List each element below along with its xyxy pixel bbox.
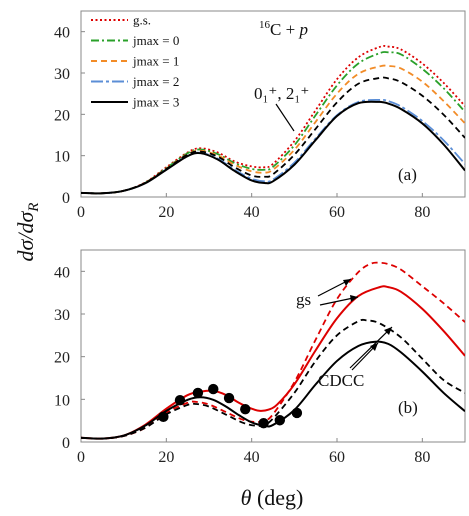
panel-b-series-3-line [81,340,465,440]
panel-b-ytick-label-0: 0 [62,435,70,452]
panel-b-data-point-0 [158,411,169,423]
panel-b-data-point-7 [274,415,286,426]
panel-b-data-point-8 [291,407,303,419]
panel-b-data-point-5 [240,403,251,415]
legend-label-1: jmax = 0 [132,33,179,48]
panel-a-xtick-label-2: 40 [244,204,260,221]
panel-b-xtick-label-4: 80 [414,449,430,466]
panel-a-title-p: p [298,20,308,39]
panel-b-ytick-label-3: 30 [54,307,70,324]
panel-a-xtick-label-1: 20 [158,204,174,221]
panel-a-ytick-label-2: 20 [54,107,70,124]
panel-a-series-group [81,45,465,195]
x-axis-label-theta: θ [241,485,252,510]
panel-a-xtick-label-4: 80 [414,204,430,221]
y-axis-label-main: dσ/dσ [13,211,38,262]
panel-b-xtick-label-1: 20 [158,449,174,466]
panel-b-ytick-label-2: 20 [54,350,70,367]
panel-a-series-5-line [81,76,465,195]
cdcc-arrowhead-1 [384,327,392,335]
cdcc-arrow-1 [349,326,393,369]
panel-a-series-0-line [81,45,465,195]
panel-b-series-2-line [81,318,465,440]
panel-a-legend: g.s. jmax = 0 jmax = 1 jmax = 2 jmax = 3 [91,13,179,110]
panel-b-data-point-6 [258,418,269,429]
cdcc-arrowhead-2 [370,343,378,351]
panel-a-frame [80,10,466,198]
panel-b-series-0-line [81,261,465,440]
panel-b-data-point-1 [174,394,186,406]
gs-arrowhead-1 [343,279,351,286]
panel-b-xtick-label-3: 60 [329,449,345,466]
panel-b-xtick-label-2: 40 [244,449,260,466]
legend-label-2: jmax = 1 [132,54,179,69]
panel-a-ytick-label-0: 0 [62,190,70,207]
panel-a-series-2-line [81,64,465,195]
panel-b-annotation-cdcc: CDCC [318,371,364,390]
panel-a-ytick-label-3: 30 [54,66,70,83]
panel-b-label: (b) [398,398,418,417]
gs-arrowhead-2 [350,295,358,302]
y-axis-label-sub: R [26,203,42,213]
panel-b-data-point-2 [192,387,204,399]
x-axis-label: θ (deg) [241,485,304,510]
panel-a-xtick-label-3: 60 [329,204,345,221]
panel-b-xtick-label-0: 0 [77,449,85,466]
panel-b-annotation-gs: gs [296,290,311,309]
panel-a-plot: 0 20 40 60 80 0 10 20 30 40 g.s. jmax = 0 jmax = 1 jm… [54,13,465,221]
panel-b-ytick-label-1: 10 [54,392,70,409]
panel-b-data-point-3 [208,383,219,395]
legend-label-3: jmax = 2 [132,74,179,89]
legend-label-0: g.s. [133,13,151,28]
panel-a-title-sup: 16 [259,19,271,31]
panel-a-annotation: 0₁⁺, 2₁⁺ [254,84,309,103]
panel-b-plot: 0 20 40 60 80 0 10 20 30 40 [54,261,465,466]
panel-b-series-group [81,261,465,440]
y-axis-label: dσ/dσR [13,203,42,262]
x-axis-label-unit: (deg) [251,485,303,510]
panel-a-title-main: C + [270,20,299,39]
panel-a-title: 16C + p [259,19,308,39]
panel-a-ytick-label-4: 40 [54,25,70,42]
legend-label-4: jmax = 3 [132,95,179,110]
panel-b-data-point-4 [223,392,235,404]
panel-a-annotation-arrow [275,103,295,132]
panel-a-ytick-label-1: 10 [54,149,70,166]
panel-a-xtick-label-0: 0 [77,204,85,221]
panel-b-series-1-line [81,285,465,440]
panel-b-ytick-label-4: 40 [54,264,70,281]
panel-b-frame [80,249,466,443]
panel-a-label: (a) [398,165,417,184]
panel-a-series-4-line [81,100,465,195]
